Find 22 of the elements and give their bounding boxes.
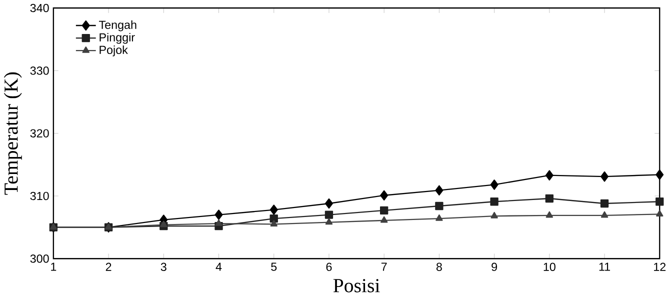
x-tick-label: 2 xyxy=(106,262,112,271)
legend-label: Pinggir xyxy=(100,32,135,44)
x-axis-title: Posisi xyxy=(333,278,380,292)
x-tick-label: 12 xyxy=(654,262,666,271)
x-tick-label: 1 xyxy=(51,262,56,271)
x-tick-label: 3 xyxy=(160,262,166,271)
x-tick-label: 10 xyxy=(544,262,556,271)
x-tick-label: 6 xyxy=(326,262,332,271)
x-tick-label: 9 xyxy=(492,262,498,271)
y-tick-label: 340 xyxy=(30,4,49,12)
y-axis-title: Temperatur (K) xyxy=(4,72,22,195)
legend-label: Pojok xyxy=(100,45,128,56)
x-tick-label: 8 xyxy=(436,262,442,271)
legend-label: Tengah xyxy=(99,20,136,32)
x-tick-label: 11 xyxy=(599,262,610,271)
y-tick-label: 320 xyxy=(30,129,49,138)
y-tick-label: 330 xyxy=(30,66,49,75)
x-tick-label: 5 xyxy=(271,262,277,271)
x-tick-label: 4 xyxy=(216,262,222,271)
y-tick-label: 300 xyxy=(30,254,49,263)
y-tick-label: 310 xyxy=(30,192,49,200)
x-tick-label: 7 xyxy=(381,262,387,271)
